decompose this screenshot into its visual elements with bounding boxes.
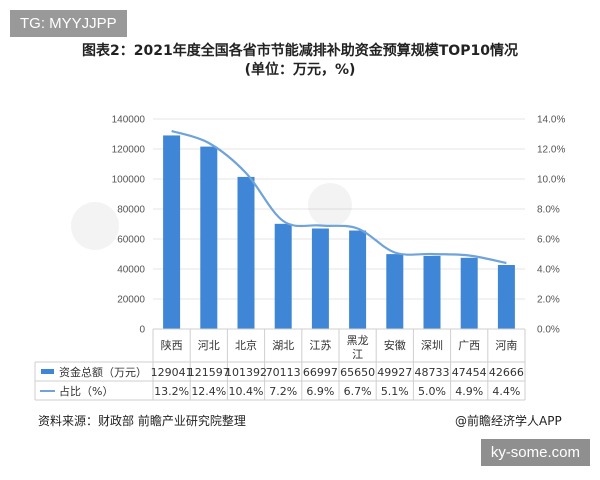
watermark-circle-icon — [71, 202, 119, 250]
bar — [200, 146, 218, 329]
category-label: 陕西 — [161, 338, 183, 352]
category-label: 安徽 — [384, 338, 406, 352]
y-right-tick-label: 0.0% — [537, 325, 560, 336]
bar — [274, 223, 292, 329]
legend-label: 资金总额（万元） — [59, 365, 147, 379]
bar — [386, 254, 404, 329]
share-value-label: 7.2% — [269, 385, 297, 398]
bar — [311, 228, 329, 329]
share-value-label: 5.1% — [381, 385, 409, 398]
bar — [423, 255, 441, 329]
y-left-tick-label: 100000 — [112, 175, 146, 186]
share-line — [171, 129, 507, 265]
bar-value-label: 70113 — [266, 366, 301, 379]
category-label: 江苏 — [309, 339, 331, 352]
category-label: 河南 — [495, 339, 517, 352]
bar-value-label: 49927 — [377, 366, 412, 379]
chart-title: 图表2：2021年度全国各省市节能减排补助资金预算规模TOP10情况 (单位：万… — [0, 42, 600, 80]
bar-value-label: 101392 — [225, 366, 267, 379]
watermark-logo — [71, 183, 352, 250]
watermark-tag: TG: MYYJJPP — [10, 10, 127, 37]
y-left-tick-label: 40000 — [117, 265, 145, 276]
brand-credit: @前瞻经济学人APP — [455, 414, 562, 428]
title-line-1: 图表2：2021年度全国各省市节能减排补助资金预算规模TOP10情况 — [82, 43, 518, 59]
category-label: 黑龙 — [347, 334, 369, 347]
y-right-tick-label: 12.0% — [537, 145, 565, 156]
bar — [460, 257, 478, 329]
bar-value-label: 129041 — [151, 366, 193, 379]
bar — [163, 135, 181, 329]
source-note: 资料来源：财政部 前瞻产业研究院整理 — [38, 414, 246, 428]
watermark-circle-icon — [308, 183, 352, 227]
bar — [237, 176, 255, 329]
y-right-tick-label: 4.0% — [537, 265, 560, 276]
bar-value-label: 65650 — [340, 366, 375, 379]
y-left-tick-label: 60000 — [117, 235, 145, 246]
title-line-2: (单位：万元，%) — [244, 62, 356, 78]
bar-value-label: 48733 — [415, 366, 450, 379]
share-value-label: 6.7% — [344, 385, 372, 398]
y-right-tick-label: 14.0% — [537, 115, 565, 126]
legend-bar-key — [41, 369, 54, 374]
share-value-label: 4.9% — [455, 385, 483, 398]
y-left-tick-label: 120000 — [112, 145, 146, 156]
share-value-label: 4.4% — [492, 385, 520, 398]
share-value-label: 13.2% — [154, 385, 189, 398]
share-value-label: 5.0% — [418, 385, 446, 398]
y-right-tick-label: 10.0% — [537, 175, 565, 186]
category-label: 河北 — [198, 339, 220, 352]
y-left-tick-label: 140000 — [112, 115, 146, 126]
bar — [497, 265, 515, 329]
y-right-tick-label: 2.0% — [537, 295, 560, 306]
bar-value-label: 66997 — [303, 366, 338, 379]
y-right-tick-label: 6.0% — [537, 235, 560, 246]
bar — [349, 230, 367, 329]
bar-value-label: 42666 — [489, 366, 524, 379]
share-value-label: 10.4% — [229, 385, 264, 398]
category-label: 湖北 — [272, 339, 294, 352]
share-value-label: 12.4% — [191, 385, 226, 398]
site-tag: ky-some.com — [480, 439, 590, 466]
category-label: 江 — [352, 348, 363, 361]
y-right-tick-label: 8.0% — [537, 205, 560, 216]
category-label: 北京 — [235, 338, 257, 352]
share-value-label: 6.9% — [306, 385, 334, 398]
category-label: 深圳 — [421, 339, 443, 352]
bar-value-label: 121597 — [188, 366, 230, 379]
y-left-tick-label: 20000 — [117, 295, 145, 306]
y-left-tick-label: 0 — [139, 325, 145, 336]
y-left-tick-label: 80000 — [117, 205, 145, 216]
bar-value-label: 47454 — [452, 366, 487, 379]
legend-label: 占比（%） — [59, 384, 113, 398]
category-label: 广西 — [458, 339, 480, 352]
